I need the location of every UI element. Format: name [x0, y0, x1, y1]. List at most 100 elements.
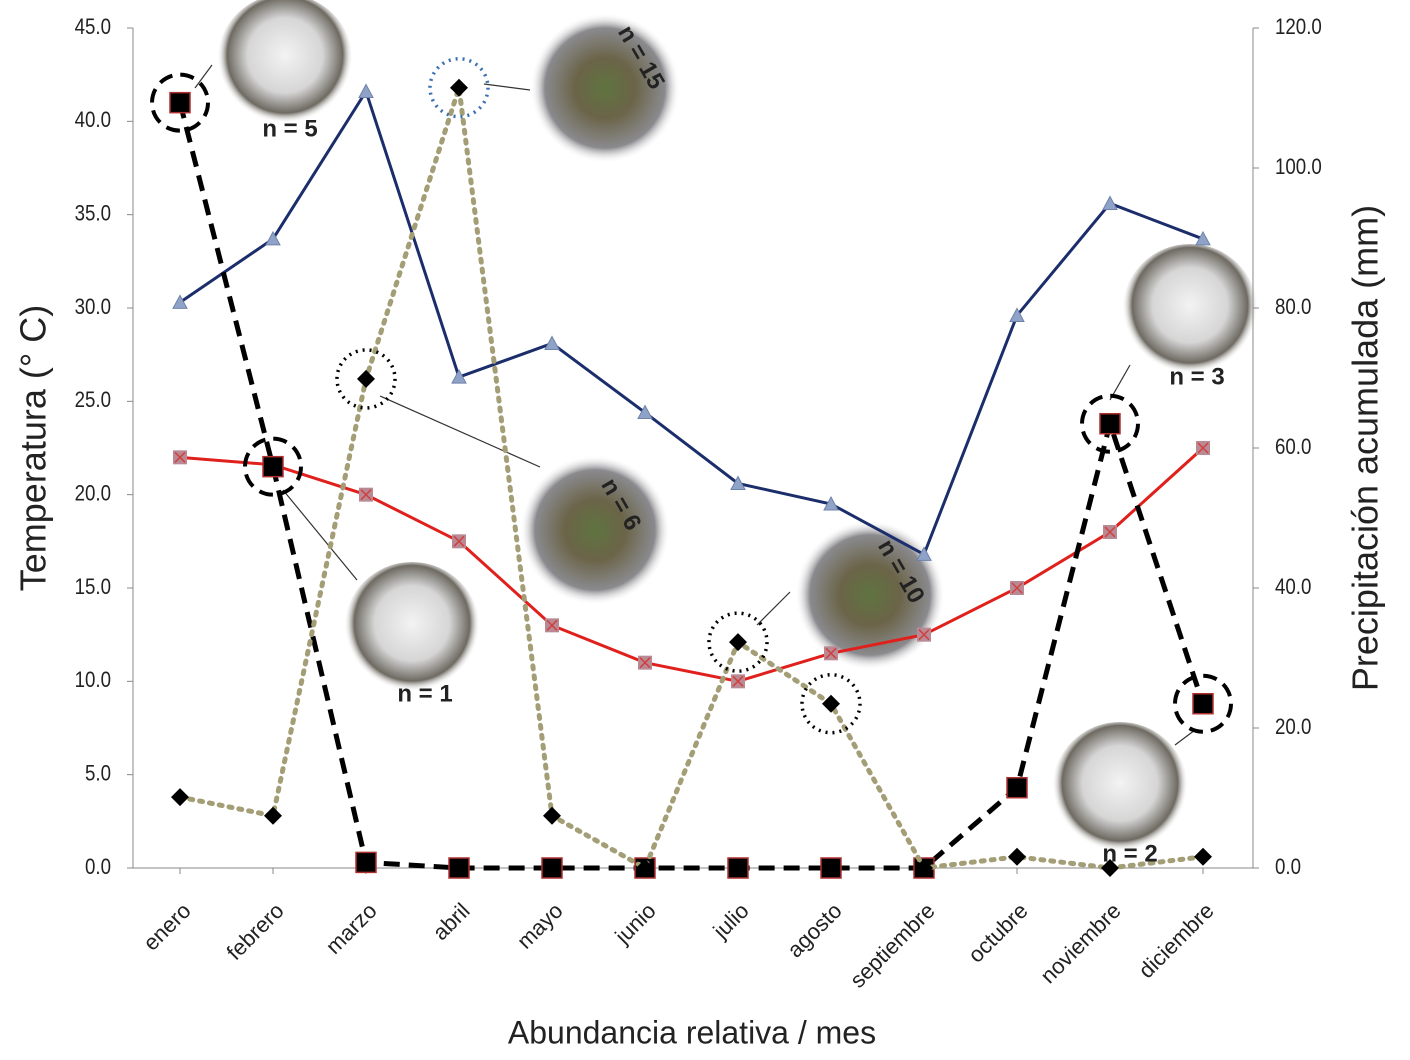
point-cross [1104, 526, 1116, 538]
point [451, 369, 467, 384]
point [545, 618, 559, 633]
point [1101, 859, 1119, 877]
point [636, 859, 654, 877]
point [265, 230, 281, 246]
x-tick-label: marzo [321, 898, 382, 959]
y2-tick-label: 0.0 [1275, 855, 1301, 879]
x-tick-label: septiembre [845, 898, 940, 993]
y2-axis-title: Precipitación acumulada (mm) [1345, 205, 1386, 691]
insect-photo [520, 455, 670, 605]
y-tick-label: 30.0 [75, 295, 111, 319]
x-tick-label: agosto [782, 898, 846, 962]
point [355, 851, 377, 874]
point-cross [639, 657, 651, 669]
photos [217, 0, 1258, 858]
x-tick-label: febrero [222, 898, 289, 965]
y2-tick-label: 80.0 [1275, 295, 1311, 319]
highlight-ring [335, 348, 397, 410]
insect-photo [1122, 244, 1258, 380]
leader-lines [194, 64, 1196, 746]
point [1194, 847, 1212, 866]
highlight-ring [1080, 393, 1140, 454]
y2-tick-label: 60.0 [1275, 435, 1311, 459]
y-tick-label: 25.0 [75, 389, 111, 413]
insect-photo [530, 13, 680, 163]
point [1010, 581, 1024, 595]
point [822, 694, 840, 713]
point [1008, 847, 1026, 866]
series-line [179, 87, 1204, 557]
point [359, 487, 373, 502]
point [1196, 441, 1210, 455]
point [1195, 230, 1211, 246]
point [1009, 307, 1025, 322]
y-tick-label: 40.0 [75, 109, 111, 133]
highlight-ring [707, 611, 769, 673]
point-cross [546, 619, 558, 631]
point-cross [1197, 442, 1209, 454]
x-tick-label: octubre [963, 898, 1033, 968]
point [357, 369, 375, 388]
y-tick-label: 45.0 [75, 15, 111, 39]
point-cross [918, 629, 930, 641]
point [820, 857, 842, 879]
x-tick-label: enero [138, 898, 195, 955]
insect-photo [795, 520, 945, 670]
series-line [179, 446, 1205, 683]
y-tick-label: 35.0 [75, 202, 111, 226]
point-cross [453, 535, 465, 547]
highlight-ring [243, 436, 303, 497]
y-tick-label: 0.0 [85, 855, 111, 879]
series-line [177, 102, 1206, 871]
x-tick-label: julio [708, 898, 754, 944]
insect-photo [344, 562, 480, 698]
annotation: n = 5 [262, 115, 317, 142]
point [916, 546, 932, 561]
point [637, 404, 653, 420]
annotation: n = 1 [397, 680, 452, 707]
point [1102, 195, 1118, 210]
point [917, 627, 931, 642]
point-cross [1011, 582, 1023, 594]
point [823, 495, 839, 511]
y-tick-label: 15.0 [75, 575, 111, 599]
x-tick-label: mayo [512, 898, 568, 954]
y-tick-label: 5.0 [85, 762, 111, 786]
x-tick-label: noviembre [1035, 898, 1125, 988]
y2-tick-label: 120.0 [1275, 15, 1322, 39]
point [824, 646, 838, 661]
insect-photo [217, 0, 353, 130]
x-tick-label: diciembre [1134, 898, 1219, 983]
highlight-ring [1173, 673, 1233, 734]
point [450, 78, 468, 97]
point [264, 806, 282, 825]
point [171, 788, 189, 807]
point-cross [360, 489, 372, 501]
y-axis-title: Temperatura (° C) [13, 305, 54, 591]
y2-tick-label: 100.0 [1275, 155, 1322, 179]
point [448, 857, 470, 879]
point [543, 806, 561, 825]
point-cross [825, 647, 837, 659]
point [452, 534, 466, 549]
point [1192, 692, 1214, 715]
point [638, 655, 652, 670]
point [1099, 412, 1121, 435]
point [173, 450, 187, 465]
y2-tick-label: 20.0 [1275, 715, 1311, 739]
series-line [177, 86, 1206, 872]
point [172, 294, 188, 309]
y-tick-label: 20.0 [75, 482, 111, 506]
y-tick-label: 10.0 [75, 669, 111, 693]
point [1006, 776, 1028, 799]
point [262, 455, 284, 478]
x-tick-label: abril [428, 898, 475, 945]
point [915, 859, 933, 877]
point [544, 335, 560, 350]
annotation: n = 3 [1169, 363, 1224, 390]
point-cross [174, 451, 186, 463]
point [731, 674, 745, 689]
point [730, 475, 746, 490]
point [169, 91, 191, 114]
